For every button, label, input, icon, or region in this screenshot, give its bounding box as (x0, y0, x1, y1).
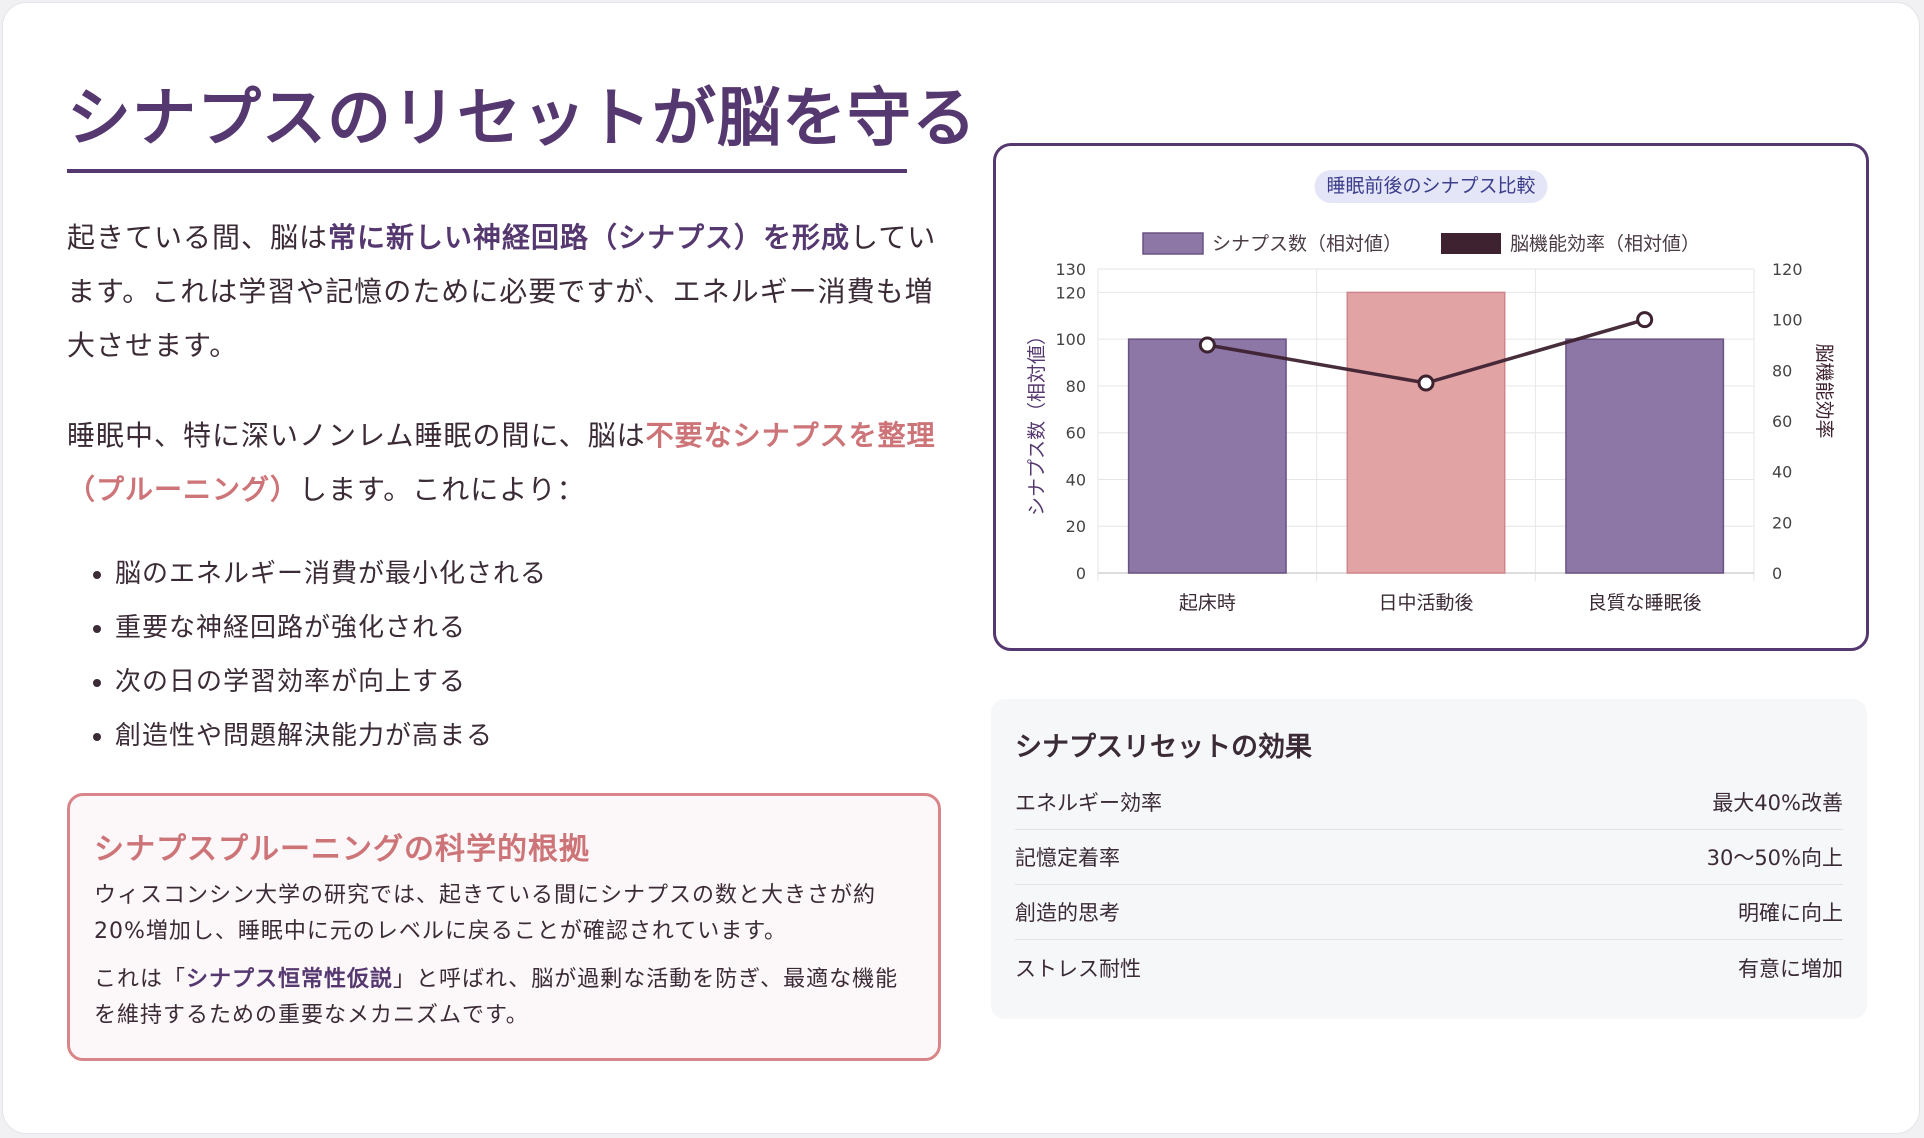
legend-label-efficiency: 脳機能効率（相対値） (1510, 233, 1700, 255)
sleep-text-post: します。これにより： (299, 473, 586, 506)
effects-label: エネルギー効率 (1015, 791, 1162, 815)
chart-title: 睡眠前後のシナプス比較 (1326, 175, 1535, 197)
y-tick-label: 130 (1055, 260, 1086, 279)
benefit-item: 脳のエネルギー消費が最小化される (93, 547, 913, 601)
point-efficiency (1198, 336, 1216, 354)
x-tick-label: 起床時 (1179, 592, 1236, 614)
x-tick-label: 良質な睡眠後 (1588, 592, 1702, 614)
point-efficiency (1417, 374, 1435, 392)
sleep-text-pre: 睡眠中、特に深いノンレム睡眠の間に、脳は (67, 419, 646, 452)
evidence-title: シナプスプルーニングの科学的根拠 (94, 832, 590, 867)
intro-text-pre: 起きている間、脳は (67, 221, 329, 254)
y-tick-label: 100 (1055, 330, 1086, 349)
sleep-highlight: 不要なシナプスを整理（プルーニング） (67, 419, 936, 506)
effects-row: エネルギー効率 最大40%改善 (1015, 775, 1843, 830)
evidence-text-post: 」と呼ばれ、脳が過剰な活動を防ぎ、最適な機能を維持するための重要なメカニズムです… (94, 967, 899, 1028)
effects-row: ストレス耐性 有意に増加 (1015, 940, 1843, 995)
evidence-highlight: シナプス恒常性仮説 (186, 967, 394, 992)
y-tick-label: 20 (1066, 517, 1086, 536)
y-tick-label: 40 (1066, 470, 1086, 489)
y2-tick-label: 60 (1772, 412, 1792, 431)
legend-swatch-efficiency (1441, 233, 1501, 254)
effects-value: 最大40%改善 (1712, 791, 1843, 815)
intro-paragraph: 起きている間、脳は常に新しい神経回路（シナプス）を形成しています。これは学習や記… (67, 211, 947, 373)
benefit-item: 創造性や問題解決能力が高まる (93, 709, 913, 763)
y2-tick-label: 0 (1772, 564, 1782, 583)
y2-tick-label: 20 (1772, 513, 1792, 532)
bar-synapse (1127, 338, 1287, 574)
legend-label-synapse: シナプス数（相対値） (1212, 233, 1402, 255)
y-tick-label: 120 (1055, 283, 1086, 302)
x-tick-label: 日中活動後 (1378, 592, 1473, 614)
legend-swatch-synapse (1142, 232, 1204, 255)
title-underline (67, 169, 907, 173)
synapse-chart-card: 睡眠前後のシナプス比較シナプス数（相対値） 脳機能効率（相対値） 0 20 40 60 80… (993, 143, 1869, 651)
effects-title: シナプスリセットの効果 (1015, 732, 1312, 763)
intro-text-post: しています。これは学習や記憶のために必要ですが、エネルギー消費も増大させます。 (67, 221, 937, 362)
y-axis-label: シナプス数（相対値） (1026, 326, 1048, 516)
benefit-item: 重要な神経回路が強化される (93, 601, 913, 655)
bar-synapse (1346, 291, 1506, 574)
effects-panel: シナプスリセットの効果 エネルギー効率 最大40%改善 記憶定着率 30〜50%… (991, 699, 1867, 1019)
effects-value: 有意に増加 (1738, 956, 1843, 981)
evidence-text-pre: これは「 (94, 967, 187, 992)
point-efficiency (1636, 311, 1654, 329)
y2-tick-label: 120 (1772, 260, 1803, 279)
effects-table: エネルギー効率 最大40%改善 記憶定着率 30〜50%向上 創造的思考 明確に… (1015, 775, 1843, 995)
effects-value: 30〜50%向上 (1706, 846, 1843, 870)
y-tick-label: 0 (1076, 564, 1086, 583)
effects-row: 記憶定着率 30〜50%向上 (1015, 830, 1843, 885)
evidence-paragraph-1: ウィスコンシン大学の研究では、起きている間にシナプスの数と大きさが約20%増加し… (94, 883, 877, 944)
evidence-box: シナプスプルーニングの科学的根拠 ウィスコンシン大学の研究では、起きている間にシ… (67, 793, 941, 1061)
effects-label: 創造的思考 (1015, 901, 1120, 925)
sleep-paragraph: 睡眠中、特に深いノンレム睡眠の間に、脳は不要なシナプスを整理（プルーニング）しま… (67, 409, 947, 517)
y-tick-label: 80 (1066, 377, 1086, 396)
y2-tick-label: 80 (1772, 361, 1792, 380)
y-tick-label: 60 (1066, 424, 1086, 443)
page-title: シナプスのリセットが脳を守る (67, 82, 977, 156)
effects-label: 記憶定着率 (1015, 846, 1120, 870)
effects-row: 創造的思考 明確に向上 (1015, 885, 1843, 940)
bar-synapse (1565, 338, 1725, 574)
chart-title-pill (1314, 170, 1548, 203)
intro-highlight: 常に新しい神経回路（シナプス）を形成 (328, 221, 851, 254)
evidence-paragraph-2: これは「シナプス恒常性仮説」と呼ばれ、脳が過剰な活動を防ぎ、最適な機能を維持する… (94, 962, 914, 1034)
y2-tick-label: 40 (1772, 463, 1792, 482)
benefits-list: 脳のエネルギー消費が最小化される 重要な神経回路が強化される 次の日の学習効率が… (93, 547, 913, 763)
y2-axis-label: 脳機能効率 (1813, 343, 1835, 438)
effects-label: ストレス耐性 (1015, 956, 1141, 981)
effects-value: 明確に向上 (1738, 901, 1843, 925)
benefit-item: 次の日の学習効率が向上する (93, 655, 913, 709)
y2-tick-label: 100 (1772, 311, 1803, 330)
